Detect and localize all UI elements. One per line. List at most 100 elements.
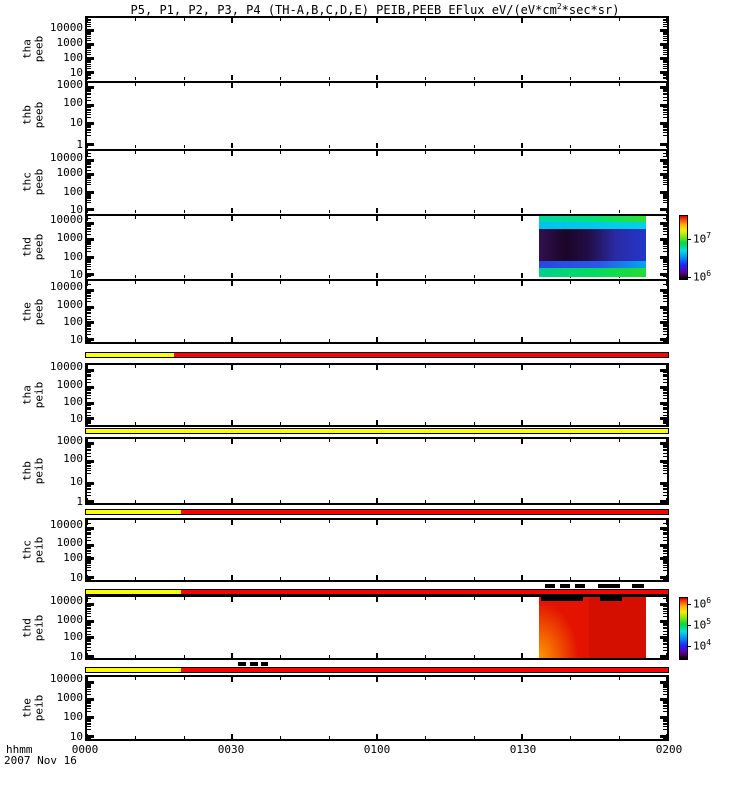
x-major-tick <box>231 498 233 503</box>
y-minor-tick <box>87 404 91 405</box>
y-minor-tick <box>87 444 91 445</box>
x-minor-tick <box>474 83 475 86</box>
y-minor-tick <box>87 447 91 448</box>
y-minor-tick <box>87 59 91 60</box>
y-minor-tick <box>87 26 91 27</box>
panel-thc-peib <box>85 518 669 582</box>
y-major-tick <box>660 143 667 146</box>
colorbar-label-exponent: 6 <box>706 269 712 278</box>
y-minor-tick <box>87 156 91 157</box>
y-minor-tick <box>663 109 667 110</box>
x-minor-tick <box>425 18 426 21</box>
x-major-tick <box>521 273 523 278</box>
x-major-tick <box>86 597 88 602</box>
x-minor-tick <box>280 83 281 86</box>
y-minor-tick <box>87 325 91 326</box>
y-minor-tick <box>663 379 667 380</box>
y-major-tick <box>660 57 667 60</box>
x-minor-tick <box>619 422 620 425</box>
y-minor-tick <box>663 613 667 614</box>
x-minor-tick <box>135 77 136 80</box>
x-minor-tick <box>329 145 330 148</box>
y-minor-tick <box>663 276 667 277</box>
y-minor-tick <box>87 644 91 645</box>
y-minor-tick <box>663 708 667 709</box>
x-minor-tick <box>570 422 571 425</box>
x-major-tick <box>376 216 378 221</box>
x-minor-tick <box>474 18 475 21</box>
x-major-tick <box>86 420 88 425</box>
y-minor-tick <box>663 627 667 628</box>
y-minor-tick <box>87 38 91 39</box>
x-major-tick <box>666 337 668 342</box>
y-minor-tick <box>663 449 667 450</box>
x-major-tick <box>666 653 668 658</box>
x-major-tick <box>86 653 88 658</box>
y-major-tick <box>87 603 94 606</box>
y-major-tick <box>87 557 94 560</box>
y-minor-tick <box>663 720 667 721</box>
y-major-tick <box>660 256 667 259</box>
y-minor-tick <box>87 419 91 420</box>
colorbar-electron <box>679 215 688 280</box>
y-minor-tick <box>663 623 667 624</box>
y-minor-tick <box>87 106 91 107</box>
y-minor-tick <box>87 613 91 614</box>
x-major-tick <box>86 151 88 156</box>
y-minor-tick <box>87 259 91 260</box>
y-minor-tick <box>87 608 91 609</box>
y-minor-tick <box>87 700 91 701</box>
y-major-tick <box>660 735 667 738</box>
y-minor-tick <box>87 62 91 63</box>
colorbar-tick <box>688 625 691 626</box>
y-minor-tick <box>663 196 667 197</box>
y-minor-tick <box>87 32 91 33</box>
y-minor-tick <box>87 408 91 409</box>
y-minor-tick <box>663 166 667 167</box>
x-minor-tick <box>280 655 281 658</box>
y-minor-tick <box>663 638 667 639</box>
x-major-tick <box>231 281 233 286</box>
y-major-tick <box>87 43 94 46</box>
y-minor-tick <box>87 176 91 177</box>
x-minor-tick <box>570 145 571 148</box>
y-minor-tick <box>87 737 91 738</box>
panel-ylabel-tha-peib: tha peib <box>16 363 50 427</box>
x-minor-tick <box>619 520 620 523</box>
y-minor-tick <box>663 702 667 703</box>
x-major-tick <box>521 18 523 23</box>
y-minor-tick <box>663 389 667 390</box>
x-major-tick <box>86 734 88 739</box>
x-minor-tick <box>184 83 185 86</box>
y-tick-label: 10000 <box>49 151 83 164</box>
y-minor-tick <box>87 628 91 629</box>
y-minor-tick <box>663 405 667 406</box>
colorbar-label-base: 10 <box>693 270 707 284</box>
y-minor-tick <box>663 234 667 235</box>
x-major-tick <box>86 365 88 370</box>
y-minor-tick <box>87 264 91 265</box>
y-minor-tick <box>663 374 667 375</box>
x-major-tick <box>231 597 233 602</box>
y-minor-tick <box>87 374 91 375</box>
x-minor-tick <box>135 18 136 21</box>
y-minor-tick <box>87 261 91 262</box>
x-minor-tick <box>474 439 475 442</box>
y-minor-tick <box>663 726 667 727</box>
panel-ylabel-text: thc peeb <box>20 168 45 195</box>
y-minor-tick <box>663 218 667 219</box>
y-minor-tick <box>663 74 667 75</box>
y-minor-tick <box>663 534 667 535</box>
panel-ylabel-thc-peib: thc peib <box>16 518 50 582</box>
x-minor-tick <box>280 500 281 503</box>
colorbar-tick-label: 105 <box>693 617 711 632</box>
y-minor-tick <box>87 534 91 535</box>
y-major-tick <box>660 576 667 579</box>
y-minor-tick <box>87 718 91 719</box>
x-minor-tick <box>425 145 426 148</box>
y-minor-tick <box>663 705 667 706</box>
x-major-tick <box>86 337 88 342</box>
y-minor-tick <box>663 421 667 422</box>
status-dash <box>545 584 556 588</box>
